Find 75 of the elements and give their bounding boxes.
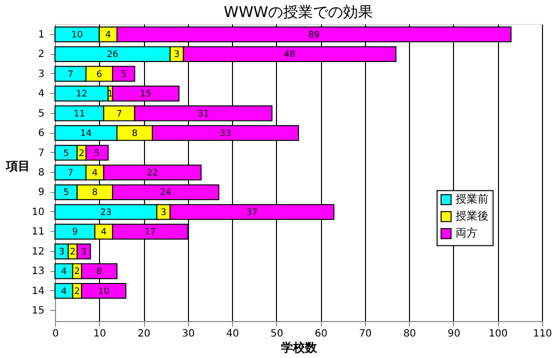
data-label: 8: [96, 267, 102, 278]
data-label: 5: [120, 70, 126, 80]
y-tick-label: 10: [32, 206, 44, 218]
x-tick-label: 100: [488, 328, 508, 340]
data-label: 9: [72, 228, 78, 238]
y-tick-label: 15: [32, 306, 44, 317]
data-label: 23: [100, 208, 112, 218]
data-label: 5: [63, 148, 69, 159]
data-label: 26: [106, 50, 119, 60]
data-label: 22: [146, 168, 158, 178]
data-label: 2: [74, 267, 80, 278]
x-tick-label: 80: [403, 328, 416, 340]
data-label: 33: [220, 129, 232, 140]
data-label: 1: [107, 90, 114, 100]
data-label: 11: [74, 109, 86, 120]
data-label: 10: [98, 286, 110, 297]
x-tick-label: 60: [314, 328, 328, 340]
x-tick-label: 90: [448, 328, 460, 340]
data-label: 89: [308, 30, 320, 40]
y-tick-label: 8: [38, 168, 44, 178]
y-tick-label: 6: [38, 128, 44, 140]
data-label: 5: [94, 148, 100, 159]
data-label: 7: [68, 168, 74, 178]
x-tick-label: 40: [226, 328, 239, 340]
data-label: 31: [198, 109, 210, 120]
y-tick-label: 5: [38, 108, 44, 120]
data-label: 24: [160, 188, 172, 198]
data-label: 17: [144, 228, 156, 238]
data-label: 2: [74, 286, 80, 297]
x-tick-label: 20: [138, 328, 150, 340]
chart-title: WWWの授業での効果: [224, 3, 374, 21]
data-label: 3: [160, 208, 166, 218]
y-tick-label: 9: [38, 187, 44, 198]
data-label: 37: [246, 208, 258, 218]
legend-label: 授業後: [456, 210, 489, 223]
data-label: 14: [80, 129, 92, 140]
data-label: 4: [100, 228, 107, 238]
y-tick-label: 1: [38, 29, 44, 40]
data-label: 8: [132, 129, 138, 140]
data-label: 4: [60, 286, 67, 297]
y-tick-label: 4: [38, 88, 44, 100]
y-tick-label: 3: [38, 68, 44, 80]
y-tick-label: 14: [32, 286, 44, 297]
x-tick-label: 50: [270, 328, 284, 340]
data-label: 48: [284, 50, 296, 60]
y-tick-label: 2: [38, 49, 44, 60]
data-label: 4: [60, 267, 67, 278]
data-label: 6: [96, 70, 102, 80]
y-tick-label: 7: [38, 148, 44, 159]
x-axis-title: 学校数: [281, 340, 318, 354]
y-axis-title: 項目: [4, 159, 30, 173]
data-label: 3: [58, 247, 65, 258]
data-label: 8: [92, 188, 98, 198]
data-label: 3: [80, 247, 87, 258]
legend-label: 両方: [456, 226, 478, 240]
data-label: 12: [76, 90, 88, 100]
y-tick-label: 11: [32, 226, 44, 238]
x-tick-label: 70: [359, 328, 372, 340]
data-label: 10: [71, 30, 84, 40]
x-tick-label: 10: [93, 328, 106, 340]
x-tick-label: 30: [182, 328, 195, 340]
legend-label: 授業前: [456, 192, 489, 206]
data-label: 7: [116, 109, 122, 120]
data-label: 2: [70, 247, 76, 258]
data-label: 2: [78, 148, 84, 159]
data-label: 4: [92, 168, 98, 178]
data-label: 4: [105, 30, 112, 40]
y-tick-label: 13: [32, 266, 44, 278]
data-label: 15: [140, 90, 152, 100]
y-tick-label: 12: [32, 246, 44, 258]
x-tick-label: 0: [52, 328, 59, 340]
data-label: 5: [63, 188, 69, 198]
x-tick-label: 110: [532, 328, 552, 340]
data-label: 3: [174, 50, 180, 60]
data-label: 7: [68, 70, 74, 80]
